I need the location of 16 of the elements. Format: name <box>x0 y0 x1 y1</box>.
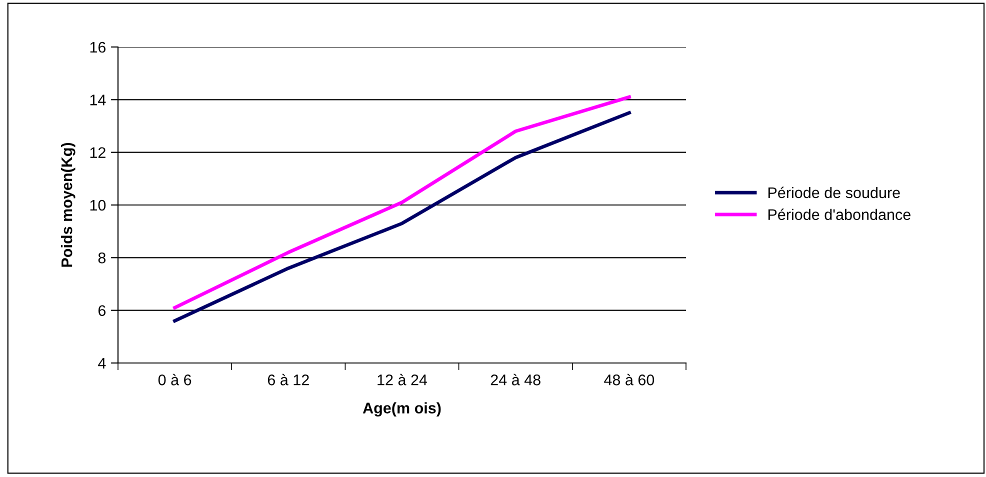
y-tick-label: 12 <box>90 147 106 158</box>
x-tick-label: 12 à 24 <box>378 374 428 386</box>
x-tick-label: 24 à 48 <box>490 374 540 386</box>
x-tick-label: 48 à 60 <box>604 374 654 386</box>
y-tick-label: 10 <box>90 200 106 211</box>
x-axis-title: Age(m ois) <box>362 402 441 417</box>
x-tick-label: 6 à 12 <box>268 374 309 386</box>
y-tick-label: 6 <box>98 305 106 316</box>
legend-label: Période de soudure <box>768 186 900 198</box>
y-tick-label: 8 <box>98 252 106 264</box>
y-tick-label: 4 <box>98 358 106 369</box>
y-tick-label: 14 <box>90 94 106 106</box>
legend-label: Période d'abondance <box>768 208 910 220</box>
x-tick-label: 0 à 6 <box>158 374 192 386</box>
y-tick-label: 16 <box>90 42 106 53</box>
y-axis-title: Poids moyen(Kg) <box>61 142 76 267</box>
